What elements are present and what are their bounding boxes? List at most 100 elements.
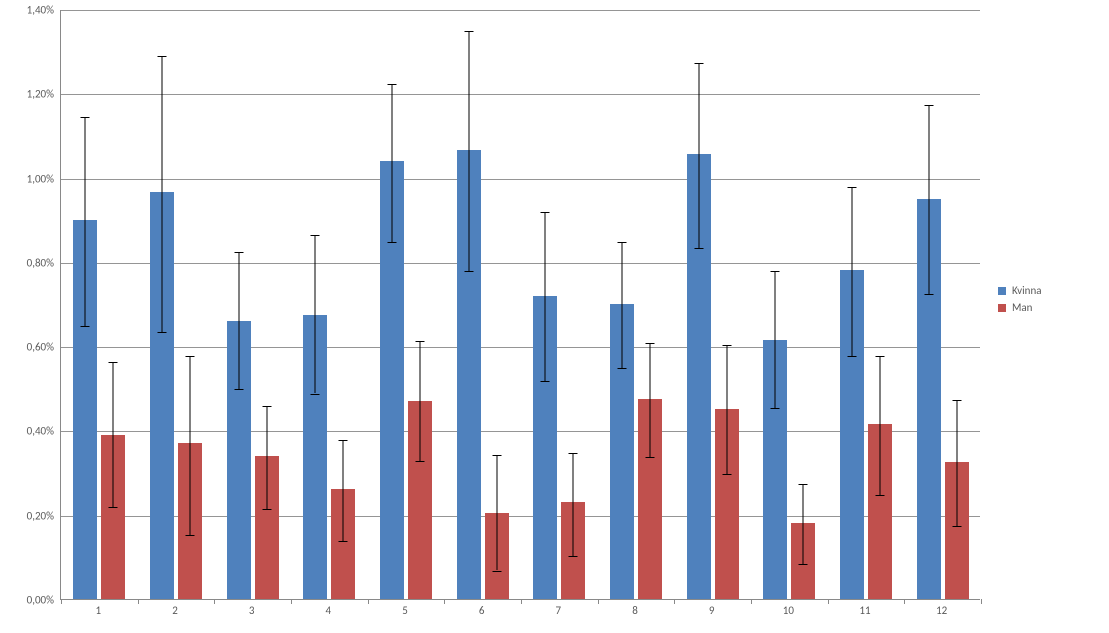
y-tick-label: 0,00% (0, 594, 54, 607)
error-cap (618, 242, 627, 243)
error-bar (726, 345, 727, 474)
error-cap (799, 564, 808, 565)
error-cap (952, 400, 961, 401)
error-cap (924, 294, 933, 295)
error-bar (775, 271, 776, 408)
error-bar (343, 440, 344, 541)
error-bar (852, 187, 853, 356)
error-bar (113, 362, 114, 507)
error-cap (924, 105, 933, 106)
y-tick-label: 0,60% (0, 341, 54, 354)
y-tick-label: 1,20% (0, 88, 54, 101)
error-cap (848, 356, 857, 357)
error-bar (420, 341, 421, 461)
error-cap (186, 356, 195, 357)
error-cap (848, 187, 857, 188)
x-tick-label: 4 (326, 604, 332, 617)
error-cap (388, 84, 397, 85)
gridline (61, 263, 980, 264)
error-cap (158, 332, 167, 333)
error-bar (928, 105, 929, 295)
error-bar (162, 56, 163, 332)
error-cap (234, 252, 243, 253)
error-cap (952, 526, 961, 527)
x-tick-label: 10 (783, 604, 794, 617)
error-cap (694, 63, 703, 64)
error-bar (85, 117, 86, 326)
error-cap (492, 455, 501, 456)
x-tick-label: 1 (96, 604, 102, 617)
error-cap (876, 495, 885, 496)
x-tick-label: 6 (479, 604, 485, 617)
error-cap (339, 440, 348, 441)
legend: Kvinna Man (998, 280, 1042, 318)
error-bar (803, 484, 804, 564)
legend-item-man: Man (998, 301, 1042, 314)
error-cap (186, 535, 195, 536)
error-bar (315, 235, 316, 393)
error-bar (238, 252, 239, 389)
error-cap (81, 326, 90, 327)
error-cap (311, 235, 320, 236)
error-bar (392, 84, 393, 242)
x-tick-label: 7 (556, 604, 562, 617)
legend-swatch-icon (998, 304, 1006, 312)
x-tick-label: 9 (709, 604, 715, 617)
error-cap (569, 453, 578, 454)
legend-item-kvinna: Kvinna (998, 284, 1042, 297)
error-bar (650, 343, 651, 457)
error-cap (464, 31, 473, 32)
error-cap (158, 56, 167, 57)
x-tick-label: 11 (859, 604, 870, 617)
error-bar (496, 455, 497, 571)
x-tick-label: 2 (172, 604, 178, 617)
x-tick-label: 5 (402, 604, 408, 617)
y-tick-label: 1,00% (0, 172, 54, 185)
error-cap (464, 271, 473, 272)
legend-swatch-icon (998, 287, 1006, 295)
error-cap (569, 556, 578, 557)
error-cap (262, 406, 271, 407)
error-bar (880, 356, 881, 495)
error-cap (722, 474, 731, 475)
error-cap (771, 271, 780, 272)
error-cap (492, 571, 501, 572)
error-cap (109, 507, 118, 508)
plot-area (60, 10, 980, 600)
error-cap (722, 345, 731, 346)
error-cap (234, 389, 243, 390)
x-tick-label: 8 (632, 604, 638, 617)
error-cap (81, 117, 90, 118)
error-cap (541, 381, 550, 382)
error-cap (771, 408, 780, 409)
y-tick-label: 0,20% (0, 509, 54, 522)
error-cap (618, 368, 627, 369)
error-cap (646, 457, 655, 458)
error-cap (388, 242, 397, 243)
legend-label: Kvinna (1012, 284, 1042, 297)
error-cap (416, 341, 425, 342)
y-tick-label: 0,80% (0, 256, 54, 269)
x-tick-label: 12 (936, 604, 947, 617)
error-bar (573, 453, 574, 556)
error-cap (694, 248, 703, 249)
error-bar (956, 400, 957, 526)
bar-chart: 0,00% 0,20% 0,40% 0,60% 0,80% 1,00% 1,20% 1,40%… (0, 0, 1109, 633)
error-cap (416, 461, 425, 462)
y-tick-label: 0,40% (0, 425, 54, 438)
y-tick-label: 1,40% (0, 4, 54, 17)
error-bar (468, 31, 469, 271)
error-cap (339, 541, 348, 542)
error-cap (109, 362, 118, 363)
error-bar (698, 63, 699, 248)
error-cap (262, 509, 271, 510)
legend-label: Man (1012, 301, 1032, 314)
error-bar (545, 212, 546, 381)
error-bar (190, 356, 191, 535)
error-cap (541, 212, 550, 213)
gridline (61, 10, 980, 11)
error-bar (622, 242, 623, 368)
error-cap (311, 394, 320, 395)
error-cap (646, 343, 655, 344)
error-cap (876, 356, 885, 357)
